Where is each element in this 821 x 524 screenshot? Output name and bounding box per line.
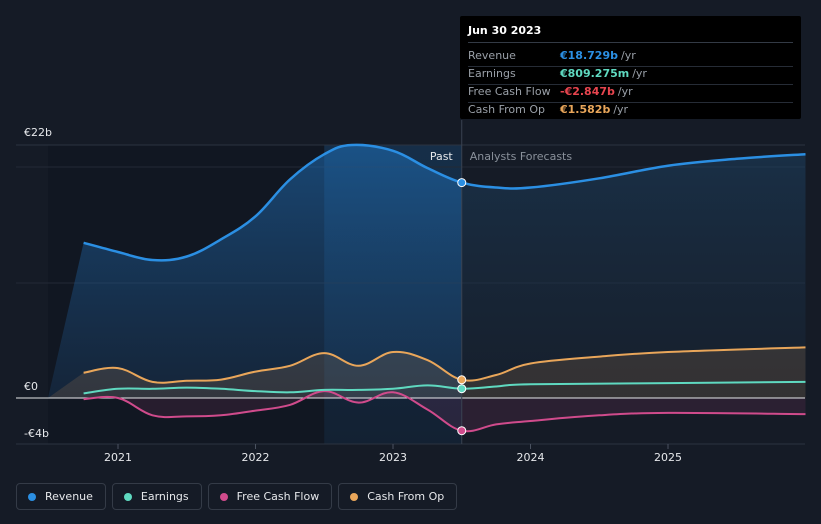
marker-free-cash-flow (457, 426, 467, 436)
tooltip-row-value: €18.729b (560, 49, 618, 62)
tooltip-row-unit: /yr (620, 49, 636, 62)
series-line-free-cash-flow (83, 390, 806, 433)
legend-label: Earnings (140, 490, 189, 503)
legend-dot-icon (28, 492, 36, 501)
y-label-bottom: -€4b (24, 427, 49, 440)
legend-item-earnings[interactable]: Earnings (111, 483, 202, 510)
tooltip-row-earnings: Earnings €809.275m /yr (468, 67, 793, 85)
legend-item-revenue[interactable]: Revenue (16, 483, 106, 510)
marker-revenue (457, 178, 467, 188)
tooltip-date: Jun 30 2023 (468, 24, 793, 43)
x-tick-label: 2025 (654, 451, 682, 464)
tooltip-row-value: €809.275m (560, 67, 630, 80)
x-tick-label: 2023 (379, 451, 407, 464)
tooltip: Jun 30 2023 Revenue €18.729b /yr Earning… (460, 16, 801, 119)
legend-label: Free Cash Flow (236, 490, 320, 503)
x-tick-label: 2024 (517, 451, 545, 464)
tooltip-row-unit: /yr (617, 85, 633, 98)
legend-dot-icon (219, 492, 228, 501)
legend-item-free-cash-flow[interactable]: Free Cash Flow (207, 483, 333, 510)
tooltip-row-label: Cash From Op (468, 103, 546, 116)
y-label-top: €22b (24, 126, 52, 139)
tooltip-row-value: -€2.847b (560, 85, 615, 98)
tooltip-row-label: Revenue (468, 49, 516, 62)
revenue-area-past (48, 144, 462, 398)
series-line-revenue (83, 143, 806, 262)
x-tick-label: 2022 (242, 451, 270, 464)
tooltip-row-label: Free Cash Flow (468, 85, 551, 98)
tooltip-row-value: €1.582b (560, 103, 611, 116)
x-axis-ticks: 2021 2022 2023 2024 2025 (104, 444, 682, 464)
series-line-earnings (83, 380, 806, 395)
legend-dot-icon (123, 492, 132, 501)
chart: €22b €0 -€4b Past Analysts Forecasts 202… (16, 120, 806, 464)
cash-from-op-area (48, 347, 806, 398)
legend-dot-icon (350, 492, 359, 501)
legend-item-cash-from-op[interactable]: Cash From Op (338, 483, 458, 510)
tooltip-row-unit: /yr (632, 67, 647, 80)
marker-earnings (457, 384, 467, 394)
revenue-area-forecast (461, 154, 806, 398)
tooltip-row-unit: /yr (613, 103, 629, 116)
free-cash-flow-area (48, 391, 806, 432)
tooltip-row-revenue: Revenue €18.729b /yr (468, 49, 793, 67)
tooltip-row-cash-from-op: Cash From Op €1.582b /yr (468, 103, 793, 120)
legend-label: Revenue (45, 490, 93, 503)
region-label-forecast: Analysts Forecasts (470, 150, 573, 163)
y-label-zero: €0 (24, 380, 38, 393)
region-label-past: Past (430, 150, 454, 163)
marker-cash-from-op (457, 375, 467, 385)
tooltip-row-free-cash-flow: Free Cash Flow -€2.847b /yr (468, 85, 793, 103)
x-tick-label: 2021 (104, 451, 132, 464)
legend-label: Cash From Op (367, 490, 445, 503)
series-line-cash-from-op (83, 346, 806, 384)
legend: Revenue Earnings Free Cash Flow Cash Fro… (16, 483, 458, 510)
tooltip-row-label: Earnings (468, 67, 516, 80)
